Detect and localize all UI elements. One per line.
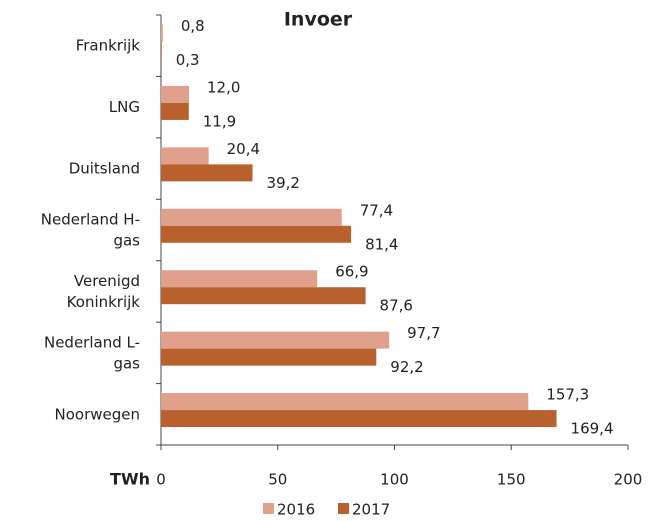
value-label: 77,4	[360, 201, 393, 219]
legend-swatch	[263, 503, 274, 514]
legend-swatch	[338, 503, 349, 514]
bar	[161, 270, 318, 288]
bar	[161, 102, 189, 120]
bar	[161, 331, 390, 349]
category-label-line: Verenigd	[74, 271, 140, 289]
value-label: 169,4	[571, 420, 614, 438]
x-tick-label: 100	[380, 471, 409, 489]
value-label: 66,9	[335, 263, 368, 281]
category-label: Verenigd Koninkrijk	[67, 271, 141, 310]
category-label: LNG	[109, 98, 140, 116]
category-label-line: Duitsland	[69, 159, 140, 177]
category-label: Nederland H-gas	[41, 210, 140, 249]
legend-label: 2017	[352, 501, 390, 519]
category-label-line: Nederland H-	[41, 210, 140, 228]
value-label: 157,3	[546, 386, 589, 404]
x-tick-label: 0	[156, 471, 166, 489]
bar	[161, 348, 377, 366]
value-label: 81,4	[365, 235, 398, 253]
value-label: 0,8	[181, 17, 205, 35]
category-label-line: Frankrijk	[76, 36, 141, 54]
bar	[161, 41, 162, 59]
value-label: 12,0	[207, 78, 240, 96]
x-axis-label: TWh	[110, 470, 150, 489]
bar	[161, 24, 163, 42]
chart-title: Invoer	[284, 9, 353, 31]
value-label: 92,2	[390, 358, 423, 376]
category-label-line: gas	[113, 231, 140, 249]
bar	[161, 287, 366, 305]
legend-label: 2016	[277, 501, 315, 519]
category-label-line: Noorwegen	[55, 405, 141, 423]
category-label-line: LNG	[109, 98, 140, 116]
bar	[161, 164, 253, 182]
category-label: Nederland L-gas	[44, 333, 140, 372]
bar	[161, 208, 342, 226]
x-tick-label: 50	[268, 471, 287, 489]
bar	[161, 410, 557, 428]
bar	[161, 393, 529, 411]
category-label: Frankrijk	[76, 36, 141, 54]
x-tick-label: 150	[497, 471, 526, 489]
value-label: 0,3	[176, 51, 200, 69]
category-label: Noorwegen	[55, 405, 141, 423]
bar	[161, 85, 190, 103]
value-label: 11,9	[203, 112, 236, 130]
x-tick-label: 200	[614, 471, 643, 489]
value-label: 87,6	[380, 297, 413, 315]
value-label: 20,4	[227, 140, 260, 158]
bar	[161, 225, 352, 243]
value-label: 97,7	[407, 324, 440, 342]
category-label: Duitsland	[69, 159, 140, 177]
value-label: 39,2	[267, 174, 300, 192]
category-label-line: Koninkrijk	[67, 292, 141, 310]
bar	[161, 147, 209, 165]
category-label-line: Nederland L-	[44, 333, 140, 351]
category-label-line: gas	[113, 354, 140, 372]
